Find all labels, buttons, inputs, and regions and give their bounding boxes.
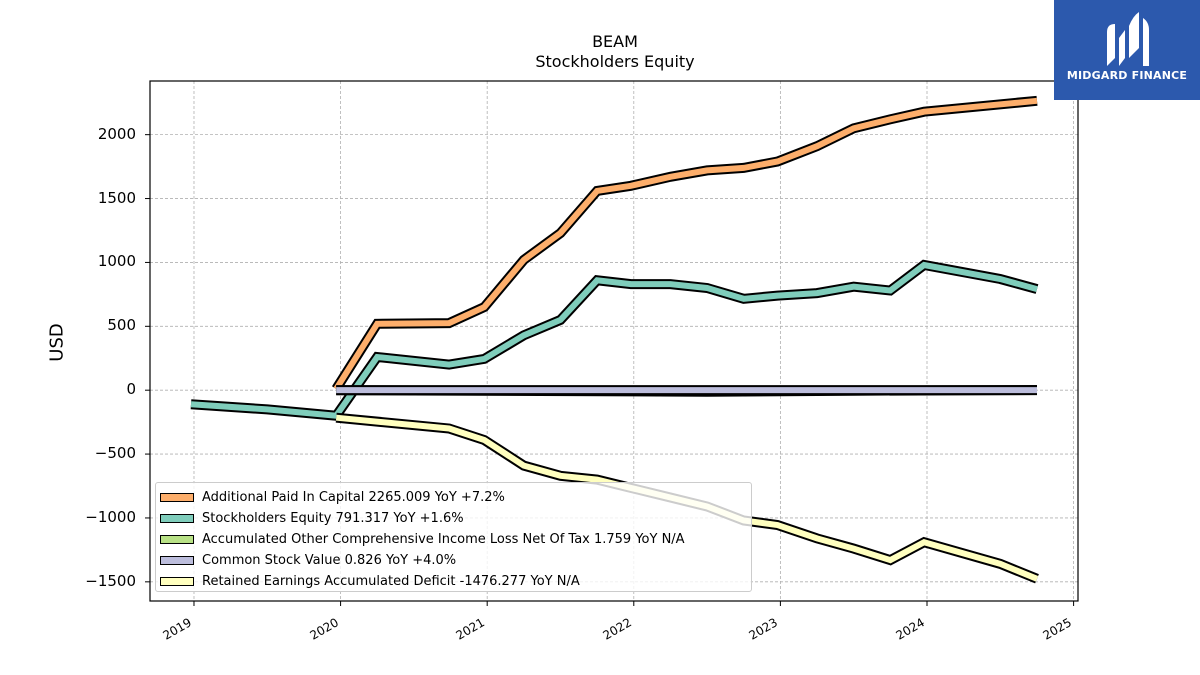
legend-swatch [160, 514, 194, 523]
legend-item: Common Stock Value 0.826 YoY +4.0% [160, 550, 751, 571]
series-line [333, 97, 1038, 391]
y-tick-label: 1500 [97, 188, 136, 207]
legend-swatch [160, 556, 194, 565]
legend-label: Retained Earnings Accumulated Deficit -1… [202, 574, 580, 589]
legend-swatch [160, 577, 194, 586]
legend-item: Additional Paid In Capital 2265.009 YoY … [160, 487, 751, 508]
legend-item: Retained Earnings Accumulated Deficit -1… [160, 571, 751, 592]
series-line [190, 261, 1038, 419]
y-tick-label: −1000 [85, 507, 136, 526]
legend-label: Stockholders Equity 791.317 YoY +1.6% [202, 511, 464, 526]
tick-marks [145, 134, 1075, 606]
legend-label: Additional Paid In Capital 2265.009 YoY … [202, 490, 505, 505]
legend-item: Stockholders Equity 791.317 YoY +1.6% [160, 508, 751, 529]
chart-title: BEAM [592, 32, 638, 51]
y-tick-label: 0 [126, 380, 136, 399]
y-tick-label: 1000 [97, 252, 136, 271]
midgard-finance-logo: MIDGARD FINANCE [1054, 0, 1200, 100]
y-tick-label: 500 [107, 316, 136, 335]
legend-label: Accumulated Other Comprehensive Income L… [202, 532, 685, 547]
grid-lines [150, 81, 1078, 601]
series-outline [331, 95, 1038, 392]
chart-subtitle: Stockholders Equity [535, 52, 695, 71]
legend: Additional Paid In Capital 2265.009 YoY … [155, 482, 752, 592]
logo-mark-icon [1107, 12, 1149, 66]
legend-label: Common Stock Value 0.826 YoY +4.0% [202, 553, 457, 568]
y-tick-label: −500 [94, 444, 136, 463]
legend-swatch [160, 493, 194, 502]
logo-text: MIDGARD FINANCE [1066, 69, 1188, 82]
plot-frame [149, 80, 1079, 602]
y-tick-label: 2000 [97, 124, 136, 143]
legend-item: Accumulated Other Comprehensive Income L… [160, 529, 751, 550]
y-tick-label: −1500 [85, 571, 136, 590]
legend-swatch [160, 535, 194, 544]
